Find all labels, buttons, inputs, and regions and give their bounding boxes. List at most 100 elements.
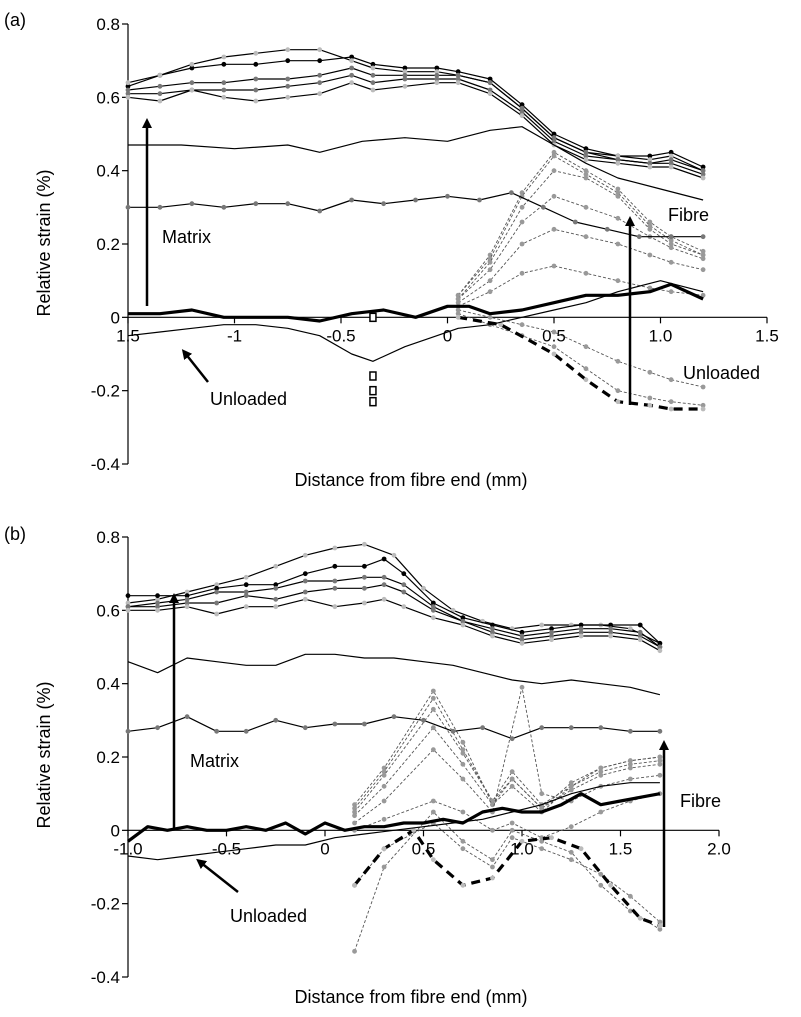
matrix-series-point xyxy=(273,604,279,610)
fibre-series-point xyxy=(568,849,574,855)
matrix-series-point xyxy=(381,556,387,562)
fibre-series-point xyxy=(381,783,387,789)
matrix-series-point xyxy=(125,80,131,86)
fibre-series-point xyxy=(598,871,604,877)
matrix-series-point xyxy=(184,604,190,610)
panel-b-y-axis-label: Relative strain (%) xyxy=(34,681,54,828)
fibre-series-point xyxy=(519,838,525,844)
matrix-series-point xyxy=(509,736,515,742)
y-tick-label: 0.6 xyxy=(96,88,120,107)
fibre-series-point xyxy=(381,846,387,852)
matrix-series-point xyxy=(155,600,160,606)
matrix-series-point xyxy=(221,87,227,93)
matrix-series-point xyxy=(125,604,131,610)
matrix-series-point xyxy=(285,83,291,89)
fibre-series-point xyxy=(539,805,545,811)
matrix-series-point xyxy=(402,69,408,75)
fibre-series-point xyxy=(583,377,589,383)
matrix-series-point xyxy=(189,80,195,86)
fibre-series-point xyxy=(647,285,653,291)
fibre-series-point xyxy=(381,772,387,778)
panel-a-annotations: Matrix Fibre Unloaded Unloaded xyxy=(142,118,760,409)
panel-a-y-axis-label: Relative strain (%) xyxy=(34,169,54,316)
fibre-series-point xyxy=(381,798,387,804)
matrix-series-point xyxy=(455,76,461,82)
matrix-series-point xyxy=(421,585,426,591)
matrix-series-point xyxy=(637,633,643,639)
matrix-series-point xyxy=(637,622,643,628)
fibre-series-line-4 xyxy=(457,195,704,300)
fibre-series-point xyxy=(700,384,706,390)
matrix-series-point xyxy=(184,589,190,595)
matrix-series-point xyxy=(391,714,397,720)
panel-b-x-axis-label: Distance from fibre end (mm) xyxy=(294,987,527,1007)
fibre-series-point xyxy=(615,190,621,196)
fibre-series-point xyxy=(490,827,495,833)
fibre-series-point xyxy=(455,307,461,313)
matrix-series-line-3 xyxy=(127,576,661,648)
matrix-series-point xyxy=(273,585,279,591)
matrix-series-point xyxy=(125,83,131,89)
y-tick-label: 0 xyxy=(111,308,120,327)
panel-b-annotations: Matrix Fibre Unloaded xyxy=(169,593,721,927)
matrix-series-point xyxy=(608,626,614,632)
matrix-series-point xyxy=(381,582,387,588)
fibre-series-point xyxy=(411,827,417,833)
matrix-series-point xyxy=(549,626,554,632)
matrix-series-point xyxy=(551,131,557,137)
fibre-series-point xyxy=(381,816,387,822)
matrix-series-point xyxy=(214,585,220,591)
matrix-series-point xyxy=(401,589,407,595)
matrix-series-point xyxy=(243,593,249,599)
fibre-annotation: Fibre xyxy=(668,205,709,225)
fibre-series-point xyxy=(627,761,633,767)
fibre-series-point xyxy=(509,827,515,833)
panel-a-x-axis-label: Distance from fibre end (mm) xyxy=(294,470,527,490)
panel-a-chart: (a) Relative strain (%) Distance from fi… xyxy=(4,10,779,490)
matrix-series-line-1 xyxy=(127,56,704,168)
matrix-series-point xyxy=(189,201,195,207)
fibre-series-point xyxy=(657,761,663,767)
matrix-series-point xyxy=(157,204,163,210)
matrix-series-point xyxy=(370,72,376,78)
matrix-series-point xyxy=(487,76,493,82)
fibre-series-point xyxy=(509,820,515,826)
matrix-series-point xyxy=(285,47,291,53)
fibre-series-point xyxy=(352,948,357,954)
fibre-series-point xyxy=(539,835,545,841)
matrix-series-point xyxy=(519,637,525,643)
fibre-series-point xyxy=(381,765,387,771)
fibre-series-point xyxy=(568,824,574,830)
matrix-series-point xyxy=(490,626,495,632)
matrix-series-point xyxy=(460,618,466,624)
matrix-series-line-9 xyxy=(127,280,704,362)
matrix-series-line-6 xyxy=(128,126,704,201)
matrix-series-point xyxy=(155,596,160,602)
fibre-series-point xyxy=(668,289,674,295)
fibre-series-point xyxy=(608,882,614,888)
matrix-series-point xyxy=(317,58,323,64)
matrix-series-point xyxy=(349,197,355,203)
fibre-series-point xyxy=(700,292,706,298)
matrix-series-point xyxy=(125,607,131,613)
fibre-series-point xyxy=(700,256,706,262)
matrix-series-point xyxy=(221,94,227,100)
fibre-series-point xyxy=(487,259,493,265)
fibre-series-point xyxy=(430,706,436,712)
matrix-series-point xyxy=(636,234,642,240)
fibre-series-point xyxy=(668,406,674,412)
fibre-annotation: Fibre xyxy=(680,791,721,811)
matrix-series-point xyxy=(349,80,355,86)
matrix-series-point xyxy=(572,219,578,225)
matrix-series-point xyxy=(402,72,408,78)
matrix-series-point xyxy=(362,541,367,547)
matrix-series-point xyxy=(445,193,450,199)
matrix-series-point xyxy=(302,725,308,731)
matrix-series-point xyxy=(519,105,525,111)
fibre-series-point xyxy=(539,791,545,797)
matrix-series-point xyxy=(519,633,525,639)
fibre-series-point xyxy=(487,278,493,284)
matrix-series-point xyxy=(421,717,426,723)
fibre-series-point xyxy=(490,857,495,863)
fibre-series-point xyxy=(647,402,653,408)
